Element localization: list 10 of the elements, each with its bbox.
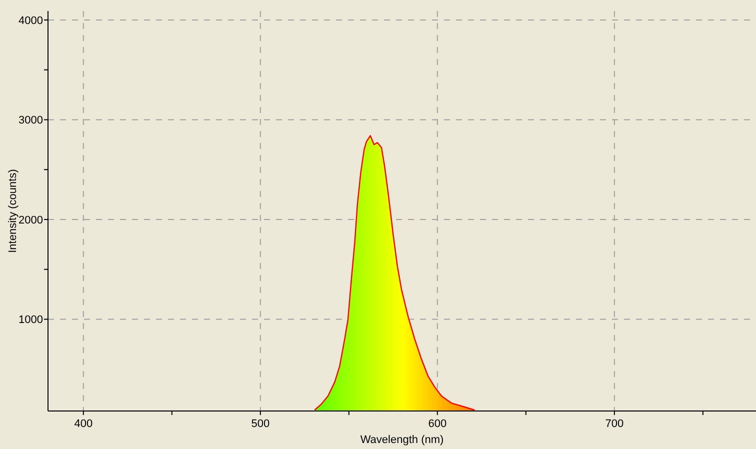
y-axis-title: Intensity (counts) bbox=[7, 169, 19, 253]
y-tick-label: 3000 bbox=[18, 114, 43, 127]
x-axis-title: Wavelength (nm) bbox=[360, 434, 444, 446]
x-tick-label: 600 bbox=[428, 418, 447, 430]
y-tick-label: 2000 bbox=[18, 214, 43, 226]
x-tick-label: 400 bbox=[74, 418, 93, 430]
y-tick-label: 4000 bbox=[18, 14, 43, 27]
x-tick-label: 700 bbox=[605, 418, 624, 430]
x-tick-label: 500 bbox=[251, 418, 270, 430]
y-tick-label: 1000 bbox=[18, 314, 43, 326]
